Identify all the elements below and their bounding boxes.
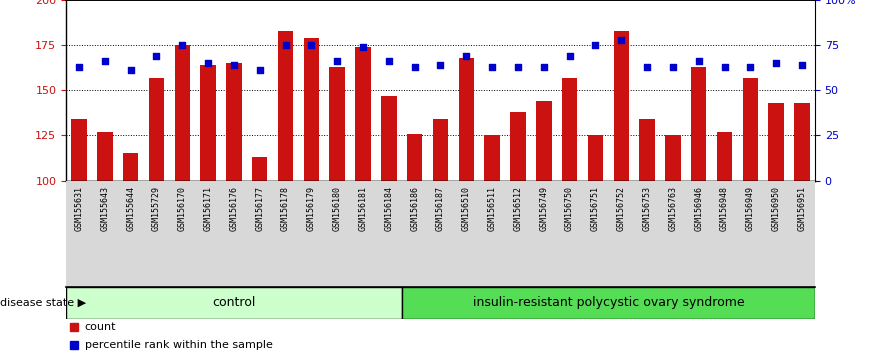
Point bbox=[692, 58, 706, 64]
Point bbox=[356, 44, 370, 50]
Text: GSM156946: GSM156946 bbox=[694, 186, 703, 231]
Point bbox=[253, 68, 267, 73]
Text: GSM156186: GSM156186 bbox=[411, 186, 419, 231]
Text: GSM156950: GSM156950 bbox=[772, 186, 781, 231]
Point bbox=[511, 64, 525, 70]
Bar bbox=[485, 135, 500, 181]
Text: GSM156510: GSM156510 bbox=[462, 186, 470, 231]
Bar bbox=[71, 119, 86, 181]
Point bbox=[150, 53, 164, 59]
Bar bbox=[768, 103, 784, 181]
Text: disease state ▶: disease state ▶ bbox=[0, 298, 86, 308]
Bar bbox=[459, 58, 474, 181]
Bar bbox=[200, 65, 216, 181]
Point bbox=[330, 58, 344, 64]
Bar bbox=[149, 78, 164, 181]
Bar bbox=[510, 112, 526, 181]
Bar bbox=[329, 67, 345, 181]
Text: GSM156177: GSM156177 bbox=[255, 186, 264, 231]
Bar bbox=[226, 63, 241, 181]
Text: GSM156178: GSM156178 bbox=[281, 186, 290, 231]
Point bbox=[433, 62, 448, 68]
Bar bbox=[588, 135, 603, 181]
Text: GSM156184: GSM156184 bbox=[384, 186, 393, 231]
Bar bbox=[691, 67, 707, 181]
Point bbox=[278, 42, 292, 48]
Point bbox=[381, 58, 396, 64]
Point bbox=[717, 64, 731, 70]
Text: control: control bbox=[212, 296, 255, 309]
Point bbox=[563, 53, 577, 59]
Bar bbox=[743, 78, 759, 181]
Bar bbox=[97, 132, 113, 181]
Point bbox=[666, 64, 680, 70]
Text: GSM156948: GSM156948 bbox=[720, 186, 729, 231]
Text: count: count bbox=[85, 322, 116, 332]
Point bbox=[408, 64, 422, 70]
Bar bbox=[355, 47, 371, 181]
Point bbox=[123, 68, 137, 73]
Bar bbox=[252, 157, 268, 181]
Text: GSM155631: GSM155631 bbox=[75, 186, 84, 231]
Bar bbox=[66, 287, 402, 319]
Bar bbox=[640, 119, 655, 181]
Point bbox=[98, 58, 112, 64]
Bar bbox=[536, 101, 552, 181]
Text: GSM156171: GSM156171 bbox=[204, 186, 212, 231]
Bar bbox=[433, 119, 448, 181]
Bar bbox=[304, 38, 319, 181]
Bar bbox=[717, 132, 732, 181]
Point bbox=[72, 64, 86, 70]
Text: GSM155644: GSM155644 bbox=[126, 186, 135, 231]
Text: GSM156181: GSM156181 bbox=[359, 186, 367, 231]
Text: GSM156176: GSM156176 bbox=[229, 186, 239, 231]
Point bbox=[769, 60, 783, 66]
Text: GSM156179: GSM156179 bbox=[307, 186, 316, 231]
Text: GSM156949: GSM156949 bbox=[746, 186, 755, 231]
Text: GSM156187: GSM156187 bbox=[436, 186, 445, 231]
Point bbox=[175, 42, 189, 48]
Text: GSM156951: GSM156951 bbox=[797, 186, 806, 231]
Bar bbox=[402, 287, 815, 319]
Point bbox=[640, 64, 654, 70]
Bar bbox=[613, 31, 629, 181]
Bar bbox=[381, 96, 396, 181]
Text: GSM155643: GSM155643 bbox=[100, 186, 109, 231]
Bar bbox=[795, 103, 810, 181]
Bar bbox=[407, 133, 422, 181]
Text: insulin-resistant polycystic ovary syndrome: insulin-resistant polycystic ovary syndr… bbox=[472, 296, 744, 309]
Text: GSM156753: GSM156753 bbox=[642, 186, 652, 231]
Point bbox=[537, 64, 551, 70]
Point bbox=[459, 53, 473, 59]
Text: GSM156751: GSM156751 bbox=[591, 186, 600, 231]
Bar bbox=[562, 78, 577, 181]
Text: GSM155729: GSM155729 bbox=[152, 186, 161, 231]
Text: GSM156512: GSM156512 bbox=[514, 186, 522, 231]
Text: GSM156750: GSM156750 bbox=[565, 186, 574, 231]
Text: GSM156511: GSM156511 bbox=[488, 186, 497, 231]
Text: GSM156170: GSM156170 bbox=[178, 186, 187, 231]
Point bbox=[201, 60, 215, 66]
Bar bbox=[665, 135, 681, 181]
Point bbox=[589, 42, 603, 48]
Point bbox=[304, 42, 318, 48]
Text: GSM156752: GSM156752 bbox=[617, 186, 626, 231]
Text: GSM156180: GSM156180 bbox=[333, 186, 342, 231]
Bar bbox=[122, 154, 138, 181]
Point bbox=[614, 37, 628, 42]
Point bbox=[227, 62, 241, 68]
Text: percentile rank within the sample: percentile rank within the sample bbox=[85, 340, 273, 350]
Point bbox=[744, 64, 758, 70]
Text: GSM156763: GSM156763 bbox=[669, 186, 677, 231]
Bar bbox=[174, 45, 190, 181]
Text: GSM156749: GSM156749 bbox=[539, 186, 548, 231]
Point bbox=[795, 62, 809, 68]
Point bbox=[485, 64, 500, 70]
Bar bbox=[278, 31, 293, 181]
